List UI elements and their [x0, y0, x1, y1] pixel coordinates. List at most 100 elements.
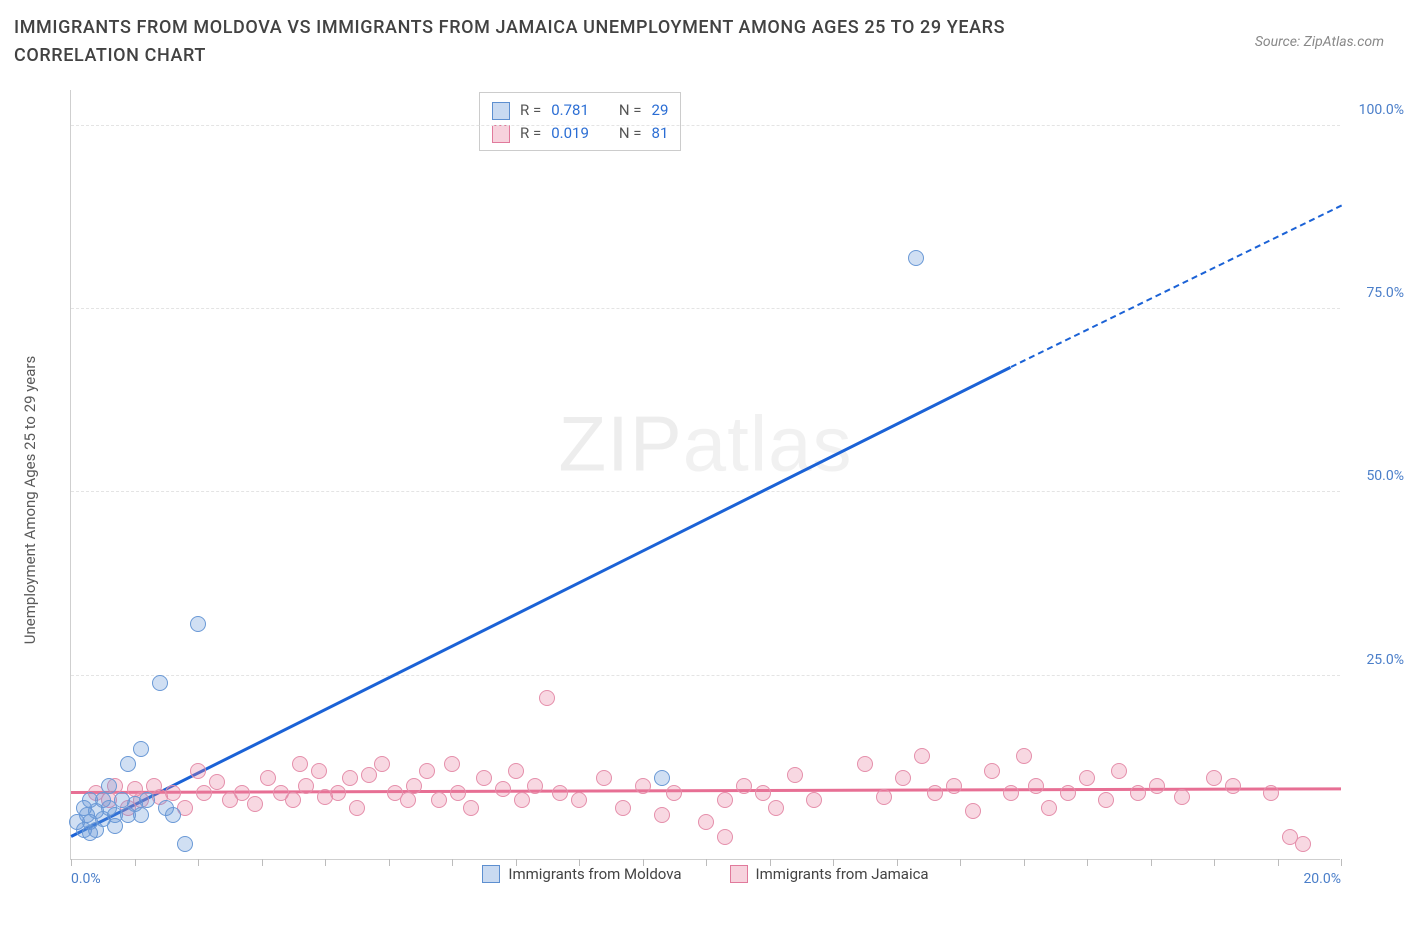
data-point: [736, 778, 752, 794]
x-tick: [1024, 859, 1025, 866]
x-tick: [71, 859, 72, 866]
x-minor-tick: [960, 859, 961, 866]
data-point: [1130, 785, 1146, 801]
data-point: [1016, 748, 1032, 764]
data-point: [1174, 789, 1190, 805]
data-point: [330, 785, 346, 801]
x-minor-tick: [1087, 859, 1088, 866]
source-label: Source: ZipAtlas.com: [1255, 34, 1384, 50]
x-minor-tick: [643, 859, 644, 866]
legend-swatch: [730, 865, 748, 883]
data-point: [1111, 763, 1127, 779]
data-point: [247, 796, 263, 812]
data-point: [946, 778, 962, 794]
x-minor-tick: [579, 859, 580, 866]
data-point: [209, 774, 225, 790]
data-point: [806, 792, 822, 808]
data-point: [1028, 778, 1044, 794]
gridline: [71, 675, 1340, 676]
x-minor-tick: [833, 859, 834, 866]
x-minor-tick: [198, 859, 199, 866]
data-point: [571, 792, 587, 808]
data-point: [1263, 785, 1279, 801]
data-point: [311, 763, 327, 779]
x-tick: [706, 859, 707, 866]
data-point: [635, 778, 651, 794]
data-point: [260, 770, 276, 786]
data-point: [450, 785, 466, 801]
data-point: [755, 785, 771, 801]
regression-line: [1010, 204, 1341, 367]
x-minor-tick: [1278, 859, 1279, 866]
data-point: [342, 770, 358, 786]
legend-n-value: 81: [652, 122, 669, 145]
x-tick: [1341, 859, 1342, 866]
legend-row: R =0.781N =29: [492, 99, 668, 122]
x-tick-label: 20.0%: [1303, 871, 1341, 887]
data-point: [165, 785, 181, 801]
x-minor-tick: [770, 859, 771, 866]
chart-plot-area: ZIPatlas R =0.781N =29R =0.019N =81 Immi…: [70, 90, 1340, 860]
legend-r-value: 0.019: [551, 122, 589, 145]
data-point: [196, 785, 212, 801]
data-point: [406, 778, 422, 794]
y-axis-label: Unemployment Among Ages 25 to 29 years: [21, 356, 39, 644]
legend-r-label: R =: [520, 99, 541, 122]
data-point: [527, 778, 543, 794]
chart-legend: R =0.781N =29R =0.019N =81: [479, 92, 681, 151]
data-point: [927, 785, 943, 801]
legend-swatch: [492, 125, 510, 143]
data-point: [552, 785, 568, 801]
data-point: [787, 767, 803, 783]
data-point: [539, 690, 555, 706]
data-point: [908, 250, 924, 266]
data-point: [152, 675, 168, 691]
data-point: [508, 763, 524, 779]
x-minor-tick: [452, 859, 453, 866]
data-point: [139, 792, 155, 808]
data-point: [965, 803, 981, 819]
x-minor-tick: [262, 859, 263, 866]
legend-r-value: 0.781: [551, 99, 589, 122]
data-point: [984, 763, 1000, 779]
legend-swatch: [482, 865, 500, 883]
data-point: [768, 800, 784, 816]
series-legend-label: Immigrants from Jamaica: [756, 865, 929, 883]
data-point: [419, 763, 435, 779]
data-point: [190, 616, 206, 632]
data-point: [1079, 770, 1095, 786]
data-point: [292, 756, 308, 772]
data-point: [1295, 836, 1311, 852]
x-minor-tick: [516, 859, 517, 866]
data-point: [190, 763, 206, 779]
x-minor-tick: [135, 859, 136, 866]
data-point: [495, 781, 511, 797]
data-point: [165, 807, 181, 823]
data-point: [400, 792, 416, 808]
data-point: [476, 770, 492, 786]
data-point: [177, 836, 193, 852]
legend-n-label: N =: [619, 99, 642, 122]
data-point: [895, 770, 911, 786]
data-point: [463, 800, 479, 816]
data-point: [374, 756, 390, 772]
data-point: [120, 756, 136, 772]
data-point: [1041, 800, 1057, 816]
data-point: [654, 807, 670, 823]
data-point: [717, 829, 733, 845]
x-minor-tick: [1151, 859, 1152, 866]
gridline: [71, 491, 1340, 492]
x-tick-label: 0.0%: [71, 871, 101, 887]
data-point: [596, 770, 612, 786]
data-point: [133, 741, 149, 757]
data-point: [914, 748, 930, 764]
x-tick: [389, 859, 390, 866]
watermark: ZIPatlas: [558, 398, 852, 489]
y-tick-label: 25.0%: [1366, 652, 1404, 668]
legend-r-label: R =: [520, 122, 541, 145]
data-point: [1225, 778, 1241, 794]
correlation-chart: Unemployment Among Ages 25 to 29 years Z…: [14, 80, 1392, 930]
data-point: [1060, 785, 1076, 801]
gridline: [71, 308, 1340, 309]
x-minor-tick: [325, 859, 326, 866]
